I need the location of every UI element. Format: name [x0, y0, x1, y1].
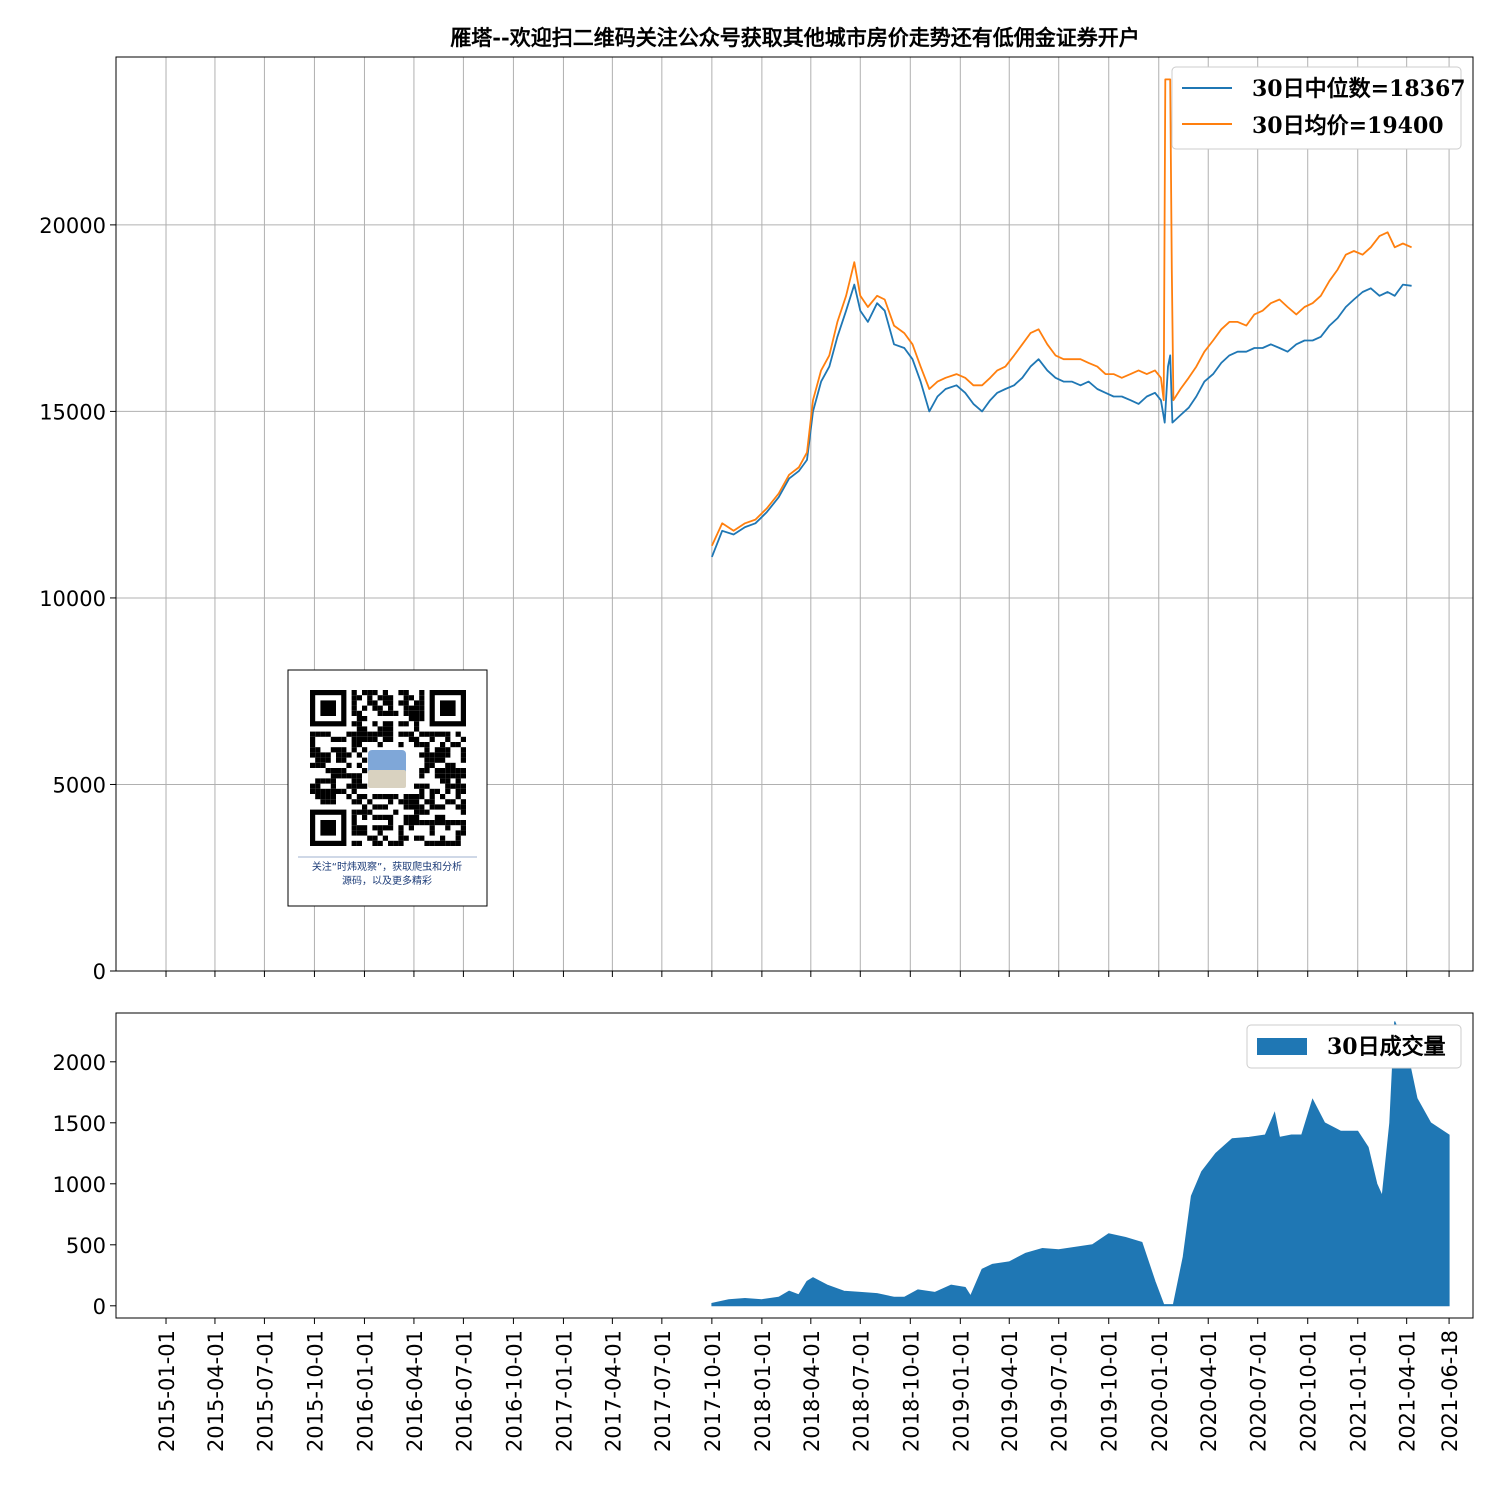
bottom-xtick-label: 2020-04-01 — [1197, 1330, 1221, 1452]
bottom-xtick-label: 2020-07-01 — [1247, 1330, 1271, 1452]
chart-title: 雁塔--欢迎扫二维码关注公众号获取其他城市房价走势还有低佣金证券开户 — [450, 25, 1139, 50]
bottom-xtick-label: 2018-04-01 — [800, 1330, 824, 1452]
bottom-xtick-label: 2017-01-01 — [552, 1330, 576, 1452]
bottom-xtick-label: 2018-07-01 — [849, 1330, 873, 1452]
bottom-xtick-label: 2015-04-01 — [204, 1330, 228, 1452]
bottom-xtick-label: 2020-01-01 — [1148, 1330, 1172, 1452]
bottom-ytick-label: 1000 — [53, 1173, 106, 1197]
bottom-xtick-label: 2016-07-01 — [452, 1330, 476, 1452]
legend-volume-label: 30日成交量 — [1327, 1034, 1446, 1060]
top-ytick-label: 15000 — [39, 400, 106, 424]
bottom-xtick-label: 2019-07-01 — [1048, 1330, 1072, 1452]
qr-code-icon — [310, 690, 466, 846]
legend-median-label: 30日中位数=18367 — [1252, 76, 1466, 102]
bottom-xtick-label: 2016-10-01 — [502, 1330, 526, 1452]
bottom-xtick-label: 2021-06-18 — [1438, 1330, 1462, 1452]
qr-caption-line-1: 关注“时炜观察”，获取爬虫和分析 — [312, 860, 462, 873]
bottom-x-axis: 2015-01-01 2015-04-01 2015-07-01 2015-10-01… — [155, 1318, 1462, 1452]
top-ytick-label: 5000 — [53, 773, 106, 797]
legend-volume-swatch — [1257, 1038, 1307, 1055]
top-axes-frame — [115, 56, 1474, 972]
bottom-axes-frame — [115, 1012, 1474, 1319]
bottom-xtick-label: 2019-04-01 — [998, 1330, 1022, 1452]
top-legend: 30日中位数=18367 30日均价=19400 — [1171, 66, 1466, 150]
bottom-xtick-label: 2021-01-01 — [1347, 1330, 1371, 1452]
legend-mean-label: 30日均价=19400 — [1252, 113, 1444, 139]
bottom-xtick-label: 2018-01-01 — [751, 1330, 775, 1452]
top-ytick-label: 0 — [93, 960, 106, 984]
bottom-ytick-label: 0 — [93, 1295, 106, 1319]
bottom-plot-area — [711, 1021, 1450, 1307]
bottom-xtick-label: 2015-01-01 — [155, 1330, 179, 1452]
median-price-line — [711, 283, 1412, 558]
top-x-axis — [165, 971, 1450, 977]
bottom-xtick-label: 2017-07-01 — [651, 1330, 675, 1452]
top-y-axis: 0 5000 10000 15000 20000 — [39, 214, 116, 984]
bottom-xtick-label: 2016-04-01 — [403, 1330, 427, 1452]
bottom-xtick-label: 2021-04-01 — [1396, 1330, 1420, 1452]
bottom-xtick-label: 2015-07-01 — [253, 1330, 277, 1452]
bottom-xtick-label: 2018-10-01 — [899, 1330, 923, 1452]
top-ytick-label: 10000 — [39, 587, 106, 611]
bottom-ytick-label: 500 — [66, 1234, 106, 1258]
qr-caption-line-2: 源码，以及更多精彩 — [342, 874, 432, 887]
bottom-xtick-label: 2017-10-01 — [701, 1330, 725, 1452]
bottom-xtick-label: 2016-01-01 — [353, 1330, 377, 1452]
mean-price-line — [711, 78, 1412, 547]
bottom-xtick-label: 2017-04-01 — [601, 1330, 625, 1452]
bottom-xtick-label: 2019-10-01 — [1098, 1330, 1122, 1452]
bottom-y-axis: 0 500 1000 1500 2000 — [53, 1051, 116, 1319]
top-ytick-label: 20000 — [39, 214, 106, 238]
bottom-ytick-label: 1500 — [53, 1112, 106, 1136]
bottom-legend: 30日成交量 — [1246, 1024, 1462, 1069]
bottom-ytick-label: 2000 — [53, 1051, 106, 1075]
volume-area — [711, 1021, 1450, 1307]
qr-code-box: 关注“时炜观察”，获取爬虫和分析 源码，以及更多精彩 — [287, 669, 488, 907]
bottom-xtick-label: 2019-01-01 — [949, 1330, 973, 1452]
bottom-xtick-label: 2015-10-01 — [303, 1330, 327, 1452]
top-plot-area — [711, 78, 1412, 558]
bottom-xtick-label: 2020-10-01 — [1297, 1330, 1321, 1452]
